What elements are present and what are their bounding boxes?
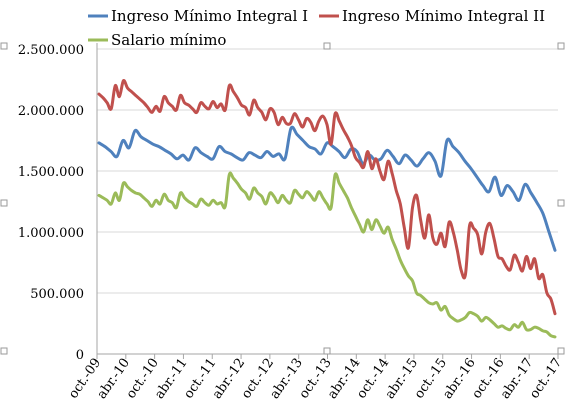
resize-handle[interactable] (557, 347, 565, 355)
resize-handle[interactable] (557, 42, 565, 50)
series-line-3 (97, 171, 557, 339)
y-tick-label: 500.000 (30, 287, 84, 302)
y-tick-label: 1.500.000 (18, 165, 84, 180)
series-lines (97, 79, 557, 339)
resize-handle[interactable] (323, 42, 331, 50)
legend-label-1: Ingreso Mínimo Integral I (111, 7, 308, 25)
legend-label-2: Ingreso Mínimo Integral II (342, 7, 545, 25)
y-axis-tick-labels: 0 500.000 1.000.000 1.500.000 2.000.000 2.500… (18, 43, 84, 363)
resize-handle[interactable] (323, 347, 331, 355)
selection-handles[interactable] (0, 42, 565, 355)
resize-handle[interactable] (0, 42, 8, 50)
axes (96, 43, 559, 359)
x-axis-tick-labels: oct.-09abr.-10oct.-10abr.-11oct.-11abr.-… (66, 356, 565, 402)
series-line-2 (97, 79, 557, 316)
resize-handle[interactable] (0, 347, 8, 355)
series-line-1 (97, 125, 557, 252)
resize-handle[interactable] (0, 199, 8, 207)
resize-handle[interactable] (557, 199, 565, 207)
y-tick-label: 0 (76, 348, 84, 363)
legend-label-3: Salario mínimo (111, 31, 226, 49)
y-tick-label: 2.000.000 (18, 104, 84, 119)
y-tick-label: 2.500.000 (18, 43, 84, 58)
y-tick-label: 1.000.000 (18, 226, 84, 241)
gridlines (97, 48, 558, 294)
legend: Ingreso Mínimo Integral I Ingreso Mínimo … (88, 7, 545, 49)
